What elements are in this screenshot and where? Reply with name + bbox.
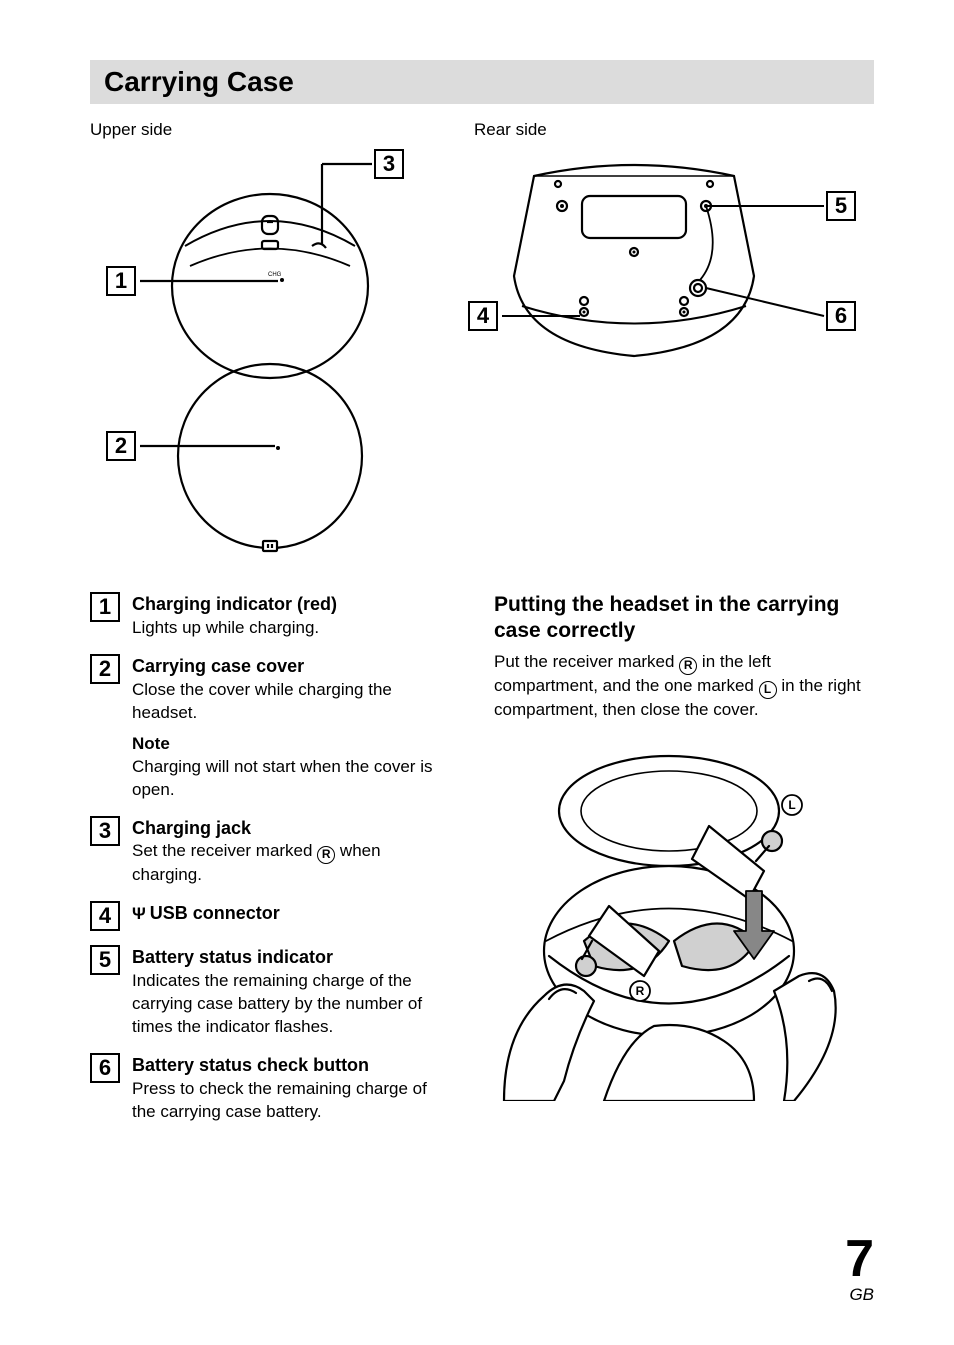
item-desc-2: Close the cover while charging the heads…: [132, 680, 392, 722]
item-num-4: 4: [90, 901, 120, 931]
item-num-3: 3: [90, 816, 120, 846]
putting-para: Put the receiver marked R in the left co…: [494, 651, 874, 722]
callout-1: 1: [106, 266, 136, 296]
item-5: 5 Battery status indicator Indicates the…: [90, 945, 450, 1039]
rear-side-svg: [474, 146, 874, 406]
page-lang: GB: [845, 1285, 874, 1305]
item-note-label-2: Note: [132, 733, 450, 756]
diagrams-row: Upper side CHG: [90, 120, 874, 556]
callout-5: 5: [826, 191, 856, 221]
section-heading: Carrying Case: [104, 66, 860, 98]
para-seg-1: Put the receiver marked: [494, 652, 679, 671]
item-note-text-2: Charging will not start when the cover i…: [132, 757, 432, 799]
section-heading-bar: Carrying Case: [90, 60, 874, 104]
callout-3: 3: [374, 149, 404, 179]
item-desc-1: Lights up while charging.: [132, 618, 319, 637]
mark-l: L: [759, 681, 777, 699]
diagram-upper-side: Upper side CHG: [90, 120, 434, 556]
callout-2: 2: [106, 431, 136, 461]
right-column: Putting the headset in the carrying case…: [494, 592, 874, 1138]
item-desc-5: Indicates the remaining charge of the ca…: [132, 971, 422, 1036]
usb-icon: Ψ: [132, 904, 146, 923]
item-title-5: Battery status indicator: [132, 947, 333, 967]
item-6: 6 Battery status check button Press to c…: [90, 1053, 450, 1124]
content-row: 1 Charging indicator (red) Lights up whi…: [90, 592, 874, 1138]
item-title-6: Battery status check button: [132, 1055, 369, 1075]
item-num-5: 5: [90, 945, 120, 975]
upper-side-svg: CHG: [90, 146, 420, 556]
putting-illustration: R L: [494, 741, 874, 1101]
diagram-label-rear: Rear side: [474, 120, 874, 140]
mark-r: R: [679, 657, 697, 675]
item-desc-3a: Set the receiver marked: [132, 841, 317, 860]
item-title-2: Carrying case cover: [132, 656, 304, 676]
item-title-4: USB connector: [150, 903, 280, 923]
item-4: 4 ΨUSB connector: [90, 901, 450, 931]
item-3: 3 Charging jack Set the receiver marked …: [90, 816, 450, 888]
item-num-6: 6: [90, 1053, 120, 1083]
item-title-3: Charging jack: [132, 818, 251, 838]
callout-4: 4: [468, 301, 498, 331]
item-1: 1 Charging indicator (red) Lights up whi…: [90, 592, 450, 640]
diagram-rear-side: Rear side: [474, 120, 874, 556]
page-number: 7 GB: [845, 1233, 874, 1305]
item-title-1: Charging indicator (red): [132, 594, 337, 614]
diagram-label-upper: Upper side: [90, 120, 434, 140]
callout-6: 6: [826, 301, 856, 331]
svg-text:CHG: CHG: [268, 272, 282, 278]
parts-list: 1 Charging indicator (red) Lights up whi…: [90, 592, 450, 1138]
item-num-1: 1: [90, 592, 120, 622]
item-desc-6: Press to check the remaining charge of t…: [132, 1079, 427, 1121]
illus-mark-r: R: [636, 984, 645, 998]
mark-r-inline: R: [317, 846, 335, 864]
illus-mark-l: L: [788, 798, 795, 812]
item-2: 2 Carrying case cover Close the cover wh…: [90, 654, 450, 802]
item-num-2: 2: [90, 654, 120, 684]
page-number-value: 7: [845, 1233, 874, 1285]
putting-heading: Putting the headset in the carrying case…: [494, 592, 874, 645]
